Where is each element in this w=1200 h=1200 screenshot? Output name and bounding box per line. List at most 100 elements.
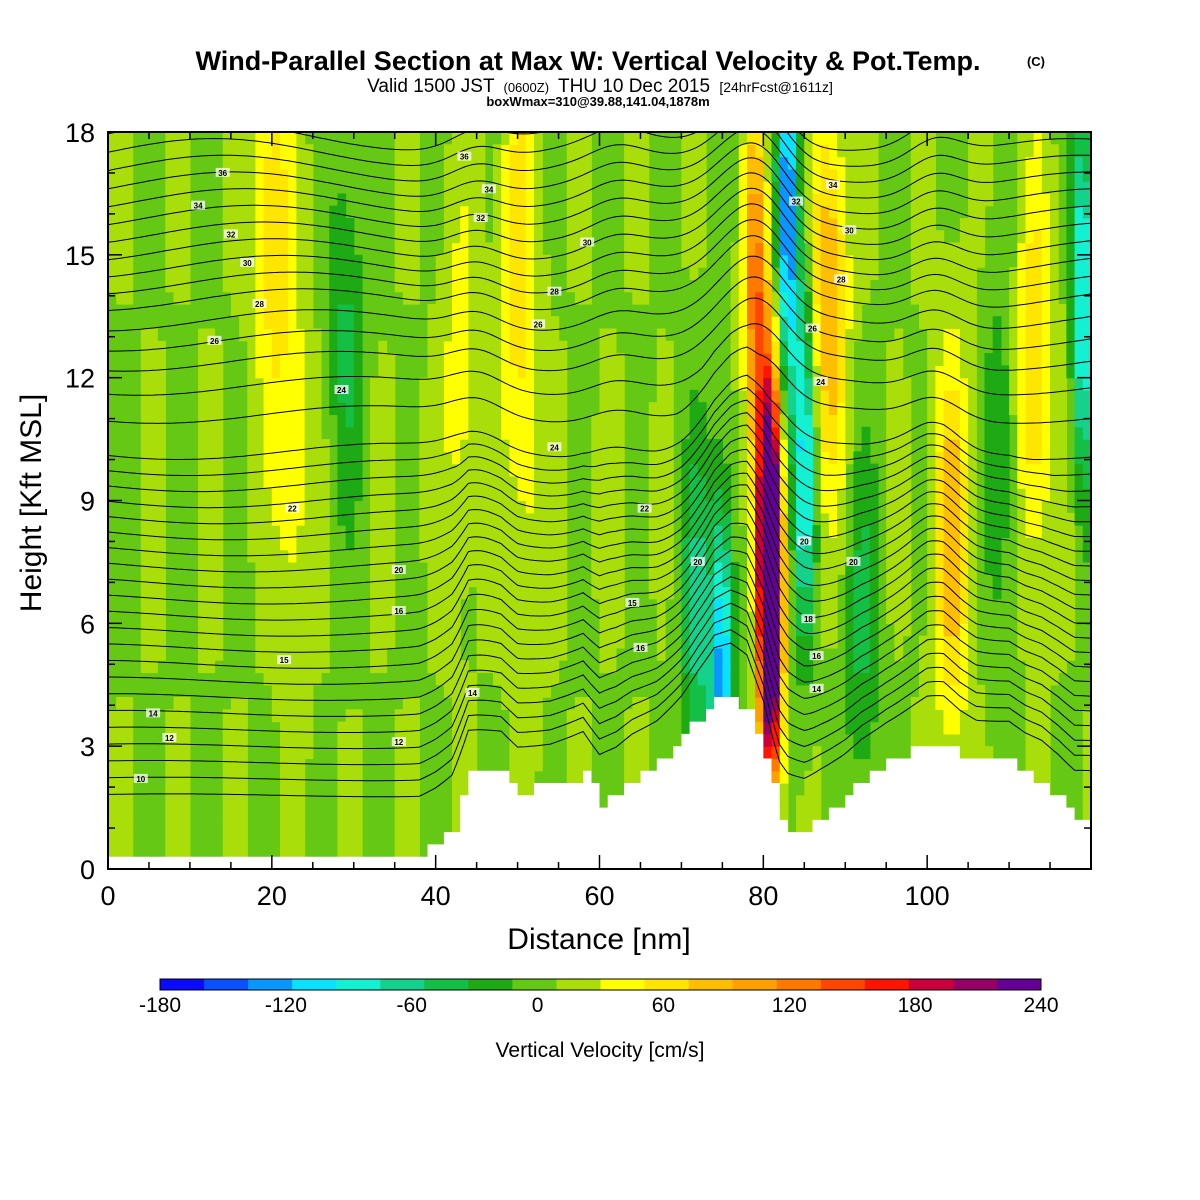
velocity-cell: [443, 647, 453, 661]
velocity-cell: [517, 586, 527, 600]
velocity-cell: [476, 353, 486, 366]
velocity-cell: [837, 549, 846, 563]
velocity-cell: [771, 340, 781, 354]
velocity-cell: [509, 647, 519, 661]
velocity-cell: [501, 426, 510, 440]
velocity-cell: [935, 500, 945, 514]
velocity-cell: [738, 389, 748, 403]
velocity-cell: [198, 537, 207, 551]
velocity-cell: [951, 733, 961, 747]
svg-text:15: 15: [628, 599, 637, 608]
velocity-cell: [951, 365, 961, 379]
velocity-cell: [845, 451, 855, 465]
velocity-cell: [1050, 218, 1059, 231]
velocity-cell: [312, 525, 322, 538]
velocity-cell: [747, 340, 756, 354]
velocity-cell: [116, 697, 125, 710]
velocity-cell: [304, 340, 314, 354]
velocity-cell: [763, 684, 773, 698]
velocity-cell: [517, 783, 527, 796]
velocity-cell: [337, 721, 347, 735]
velocity-cell: [574, 746, 584, 760]
velocity-cell: [288, 807, 297, 821]
velocity-cell: [427, 647, 437, 661]
velocity-cell: [370, 451, 379, 465]
velocity-cell: [1041, 426, 1051, 440]
velocity-cell: [271, 598, 281, 612]
velocity-cell: [624, 721, 633, 735]
velocity-cell: [640, 697, 650, 710]
velocity-cell: [820, 193, 830, 207]
velocity-cell: [312, 623, 322, 637]
velocity-cell: [222, 181, 232, 194]
velocity-cell: [656, 439, 666, 452]
velocity-cell: [796, 218, 805, 231]
velocity-cell: [869, 574, 879, 588]
velocity-cell: [1017, 316, 1027, 330]
velocity-cell: [1025, 377, 1035, 391]
velocity-cell: [738, 512, 748, 526]
velocity-cell: [149, 414, 158, 428]
velocity-cell: [910, 733, 920, 747]
velocity-cell: [935, 316, 945, 330]
velocity-cell: [198, 463, 207, 477]
velocity-cell: [1066, 156, 1076, 170]
velocity-cell: [312, 475, 322, 489]
velocity-cell: [738, 488, 748, 502]
velocity-cell: [443, 451, 453, 465]
velocity-cell: [345, 218, 355, 231]
velocity-cell: [1033, 598, 1043, 612]
velocity-cell: [108, 746, 117, 760]
velocity-cell: [206, 500, 216, 514]
velocity-cell: [525, 156, 535, 170]
velocity-cell: [902, 549, 912, 563]
velocity-cell: [976, 132, 986, 145]
velocity-cell: [280, 635, 289, 649]
velocity-cell: [460, 132, 469, 145]
velocity-cell: [271, 684, 281, 698]
velocity-cell: [411, 156, 420, 170]
velocity-cell: [181, 291, 191, 305]
velocity-cell: [861, 574, 871, 588]
velocity-cell: [263, 242, 273, 256]
isentrope-line: [108, 563, 1091, 701]
velocity-cell: [861, 512, 871, 526]
velocity-cell: [738, 402, 748, 416]
velocity-cell: [181, 279, 191, 293]
velocity-cell: [542, 574, 551, 588]
velocity-cell: [435, 635, 445, 649]
velocity-cell: [108, 819, 117, 833]
velocity-cell: [329, 218, 338, 231]
velocity-cell: [550, 561, 560, 575]
velocity-cell: [640, 242, 650, 256]
velocity-cell: [697, 697, 707, 710]
velocity-cell: [747, 537, 756, 551]
velocity-cell: [468, 488, 478, 502]
velocity-cell: [108, 242, 117, 256]
velocity-cell: [263, 230, 273, 244]
velocity-cell: [157, 635, 166, 649]
velocity-cell: [1017, 623, 1027, 637]
velocity-cell: [378, 660, 388, 674]
velocity-cell: [501, 389, 510, 403]
velocity-cell: [1025, 291, 1035, 305]
velocity-cell: [820, 611, 830, 624]
velocity-cell: [255, 586, 265, 600]
velocity-cell: [517, 611, 527, 624]
velocity-cell: [714, 500, 723, 514]
velocity-cell: [255, 230, 265, 244]
velocity-cell: [894, 451, 904, 465]
velocity-cell: [828, 512, 838, 526]
velocity-cell: [730, 267, 740, 280]
velocity-cell: [812, 353, 822, 366]
velocity-cell: [706, 500, 715, 514]
isentrope-label: 15: [625, 597, 640, 608]
velocity-cell: [419, 451, 429, 465]
velocity-cell: [804, 340, 814, 354]
velocity-cell: [648, 451, 658, 465]
velocity-cell: [755, 316, 764, 330]
velocity-cell: [239, 795, 248, 809]
velocity-cell: [263, 353, 273, 366]
isentrope-label: 32: [473, 213, 488, 223]
velocity-cell: [583, 230, 592, 244]
